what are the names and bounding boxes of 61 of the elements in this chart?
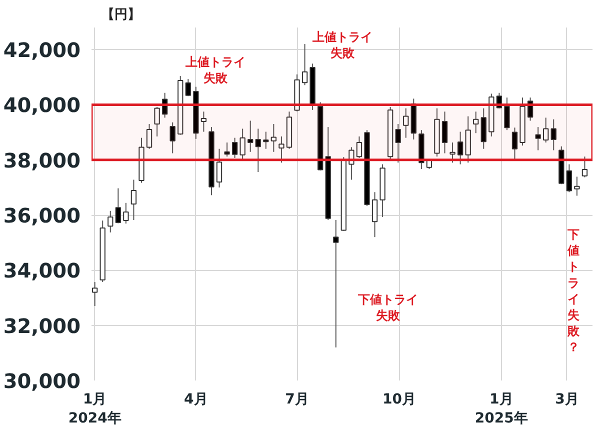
- candlestick: [582, 156, 588, 178]
- annotation: 下値トライ失敗？: [566, 227, 580, 354]
- y-tick-label: 34,000: [3, 258, 81, 283]
- candlestick: [278, 136, 284, 164]
- candlestick: [442, 111, 448, 154]
- candlestick: [154, 106, 160, 137]
- candlestick: [302, 44, 308, 86]
- candlestick: [450, 142, 456, 164]
- y-tick-label: 32,000: [3, 314, 81, 338]
- y-axis-title: 【円】: [102, 6, 140, 22]
- x-tick-label: 4月: [184, 392, 208, 408]
- candlestick: [480, 108, 486, 150]
- y-tick-label: 40,000: [3, 93, 81, 118]
- candlestick: [395, 124, 401, 164]
- candlestick: [255, 128, 261, 173]
- candlestick: [333, 219, 339, 348]
- annotation: 上値トライ失敗: [312, 30, 372, 60]
- x-tick-label: 1月 2025年: [474, 392, 528, 427]
- candlestick: [372, 192, 378, 238]
- candlestick: [270, 124, 277, 152]
- y-tick-label: 30,000: [3, 369, 81, 393]
- x-tick-label: 1月 2024年: [68, 392, 122, 427]
- candlestick: [216, 148, 222, 188]
- candlestick: [115, 188, 121, 224]
- candlestick: [566, 164, 572, 193]
- candlestick: [224, 142, 230, 158]
- candlestick: [92, 282, 98, 307]
- candlestick: [473, 111, 479, 134]
- candlestick: [348, 146, 354, 180]
- candlestick: [543, 117, 549, 143]
- candlestick: [426, 159, 432, 170]
- candlestick: [185, 78, 191, 97]
- candlestick: [504, 97, 510, 131]
- x-tick-label: 3月: [555, 392, 579, 408]
- x-tick-label: 7月: [285, 392, 309, 408]
- candlestick: [170, 122, 176, 154]
- candlestick: [403, 108, 409, 138]
- candlestick: [535, 126, 541, 151]
- y-tick-label: 36,000: [3, 204, 81, 228]
- candlestick: [108, 210, 114, 233]
- candlestick: [248, 120, 254, 152]
- candlestick: [457, 131, 464, 165]
- y-tick-label: 38,000: [3, 148, 81, 172]
- candlestick: [240, 128, 246, 162]
- candlestick: [574, 176, 580, 196]
- candlestick: [162, 92, 168, 118]
- x-tick-label: 10月: [382, 392, 416, 408]
- candlestick: [527, 97, 534, 122]
- candlestick: [356, 136, 362, 158]
- candlestick: [146, 124, 152, 150]
- candlestick: [130, 179, 137, 220]
- candlestick: [232, 137, 238, 158]
- candlestick: [512, 127, 518, 160]
- candlestick: [123, 202, 129, 224]
- candlestick: [200, 111, 207, 132]
- candlestick: [550, 118, 556, 151]
- annotation: 下値トライ失敗: [357, 292, 418, 322]
- candlestick: [496, 92, 502, 109]
- candlestick: [263, 131, 269, 150]
- y-tick-label: 42,000: [3, 38, 81, 62]
- annotation: 上値トライ失敗: [184, 54, 246, 85]
